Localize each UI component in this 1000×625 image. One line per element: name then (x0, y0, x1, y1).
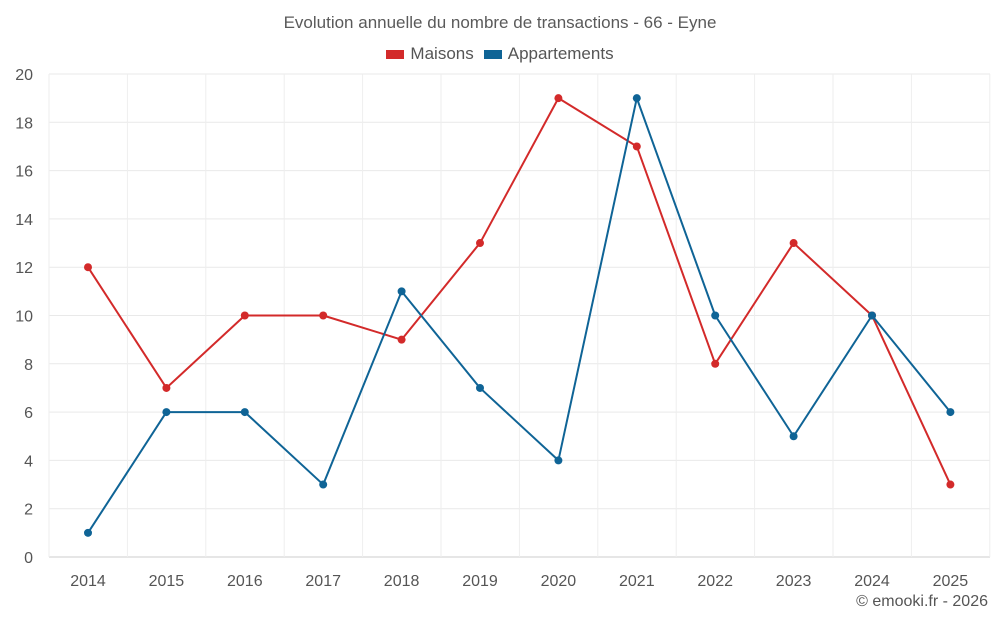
y-tick-label: 0 (24, 550, 33, 567)
data-point-maisons (711, 359, 720, 368)
data-point-maisons (162, 383, 171, 392)
data-point-maisons (397, 335, 406, 344)
data-point-appartements (946, 408, 955, 417)
x-tick-label: 2025 (933, 573, 969, 590)
y-tick-label: 14 (15, 212, 33, 229)
y-tick-label: 12 (15, 260, 33, 277)
legend-swatch-maisons (386, 49, 405, 59)
legend-swatch-appartements (483, 49, 502, 59)
data-point-maisons (632, 142, 641, 151)
data-point-appartements (319, 480, 328, 489)
y-tick-label: 4 (24, 453, 33, 470)
data-point-appartements (162, 408, 171, 417)
data-point-maisons (84, 263, 92, 272)
x-tick-label: 2016 (227, 573, 263, 590)
y-tick-label: 10 (15, 309, 33, 326)
y-tick-label: 16 (15, 164, 33, 181)
x-tick-label: 2017 (305, 573, 341, 590)
y-tick-label: 2 (24, 502, 33, 519)
data-point-appartements (868, 311, 876, 320)
data-point-appartements (711, 311, 720, 320)
data-point-maisons (946, 480, 955, 489)
x-tick-label: 2020 (541, 573, 577, 590)
legend-item-maisons[interactable]: Maisons (386, 44, 474, 64)
y-tick-label: 20 (15, 67, 33, 84)
data-point-maisons (476, 239, 484, 248)
data-point-maisons (554, 94, 563, 103)
data-point-appartements (789, 432, 798, 441)
data-point-appartements (632, 94, 641, 103)
chart-title: Evolution annuelle du nombre de transact… (283, 13, 717, 32)
x-tick-label: 2022 (697, 573, 733, 590)
data-point-maisons (240, 311, 249, 320)
legend-label-appartements: Appartements (507, 44, 614, 63)
data-point-appartements (84, 528, 92, 537)
y-tick-label: 18 (15, 115, 33, 132)
y-tick-label: 6 (24, 405, 33, 422)
data-point-appartements (240, 408, 249, 417)
x-tick-label: 2014 (70, 573, 106, 590)
x-tick-label: 2019 (462, 573, 498, 590)
data-point-appartements (554, 456, 563, 465)
credit-text: © emooki.fr - 2026 (856, 593, 988, 610)
data-point-maisons (789, 239, 798, 248)
y-tick-label: 8 (24, 357, 33, 374)
data-point-appartements (476, 383, 484, 392)
x-tick-label: 2018 (384, 573, 420, 590)
legend-item-appartements[interactable]: Appartements (483, 44, 614, 64)
chart-legend: Maisons Appartements (0, 44, 1000, 64)
series-line-appartements (87, 97, 952, 534)
data-point-maisons (319, 311, 328, 320)
data-point-appartements (397, 287, 406, 296)
x-tick-label: 2021 (619, 573, 655, 590)
x-tick-label: 2023 (776, 573, 812, 590)
x-tick-label: 2024 (854, 573, 890, 590)
legend-label-maisons: Maisons (410, 44, 474, 63)
x-tick-label: 2015 (149, 573, 185, 590)
series-line-maisons (87, 97, 952, 485)
